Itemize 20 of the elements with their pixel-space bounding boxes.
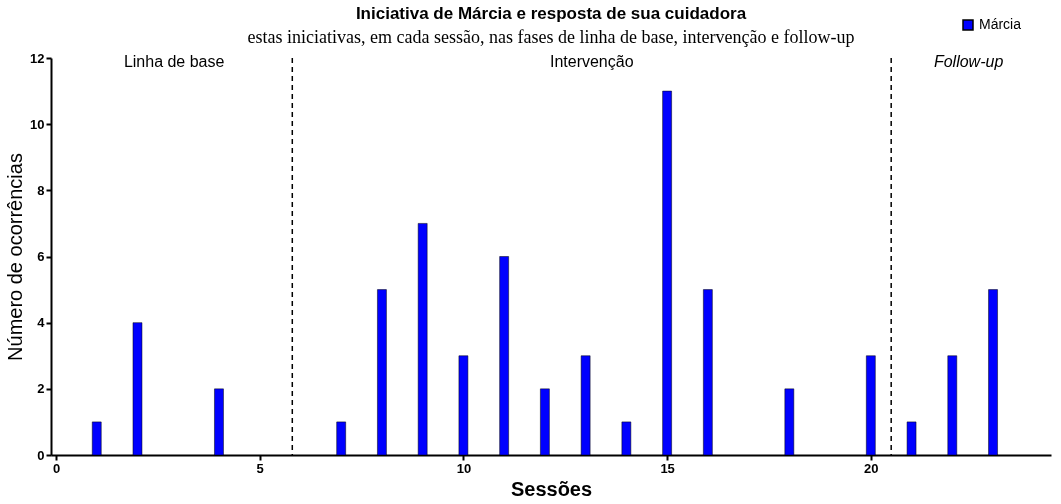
text: estas iniciativas, em cada sessão, nas fases de linha de base, intervenção e follow-up (247, 27, 855, 47)
x-tick-label: 10 (456, 460, 472, 476)
y-tick-label: 4 (37, 315, 46, 331)
x-tick-label: 5 (256, 460, 264, 476)
legend-label: Márcia (979, 16, 1022, 32)
y-tick-label: 0 (37, 447, 45, 463)
y-tick-label: 6 (37, 249, 45, 264)
chart-title: Iniciativa de Márcia e resposta de sua cuidadora (355, 4, 747, 23)
y-tick-label: 2 (37, 381, 45, 397)
y-tick-label: 12 (30, 50, 45, 66)
annotation: Linha de base (123, 53, 225, 70)
y-tick-label: 10 (30, 116, 45, 132)
x-axis-title: Sessões (510, 477, 593, 500)
y-tick-label: 8 (37, 182, 45, 198)
x-tick-label: 0 (52, 460, 61, 476)
x-tick-label: 20 (864, 460, 879, 476)
x-tick-label: 15 (660, 460, 675, 476)
y-axis-title: Número de ocorrências (4, 153, 27, 361)
annotation: Follow-up (933, 53, 1004, 70)
annotation: Intervenção (549, 53, 634, 70)
